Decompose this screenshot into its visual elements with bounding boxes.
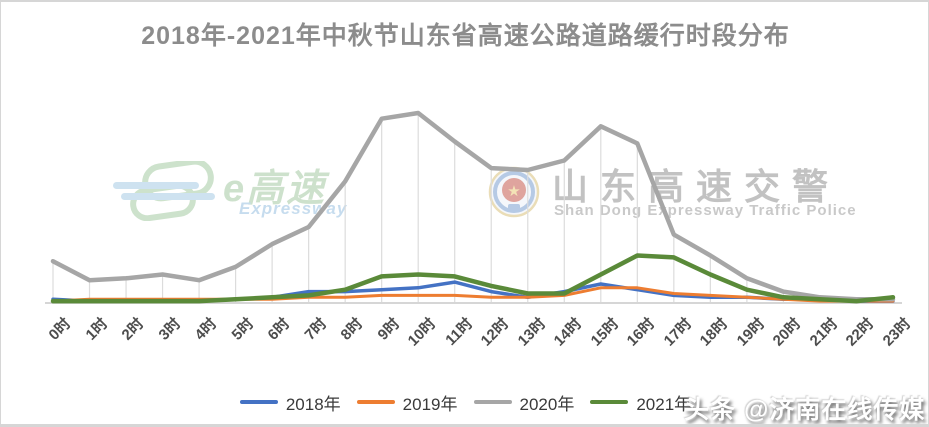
chart-title: 2018年-2021年中秋节山东省高速公路道路缓行时段分布: [141, 22, 790, 50]
svg-text:★: ★: [507, 183, 520, 200]
police-watermark-text: 山东高速交警: [552, 166, 841, 207]
legend-item: 2019年: [356, 390, 458, 415]
legend-item: 2018年: [239, 390, 341, 415]
police-badge-icon: ★: [488, 166, 540, 218]
egaosu-watermark-text: e高速: [223, 168, 327, 210]
legend-label: 2020年: [519, 394, 575, 414]
police-watermark: ★ 山东高速交警 Shan Dong Expressway Traffic Po…: [488, 162, 888, 224]
legend-swatch: [590, 400, 629, 404]
legend-item: 2020年: [473, 390, 575, 415]
chart-legend: 2018年 2019年 2020年 2021年: [1, 390, 928, 415]
legend-label: 2018年: [285, 394, 341, 414]
legend-swatch: [239, 400, 278, 404]
legend-label: 2021年: [636, 394, 692, 414]
toutiao-watermark: 头条 @济南在线传媒: [684, 396, 926, 424]
egaosu-logo-icon: [113, 161, 215, 221]
police-watermark-subtext: Shan Dong Expressway Traffic Police: [554, 202, 857, 219]
legend-item: 2021年: [590, 390, 691, 415]
legend-swatch: [473, 400, 512, 404]
legend-label: 2019年: [402, 394, 458, 414]
legend-swatch: [356, 400, 395, 404]
